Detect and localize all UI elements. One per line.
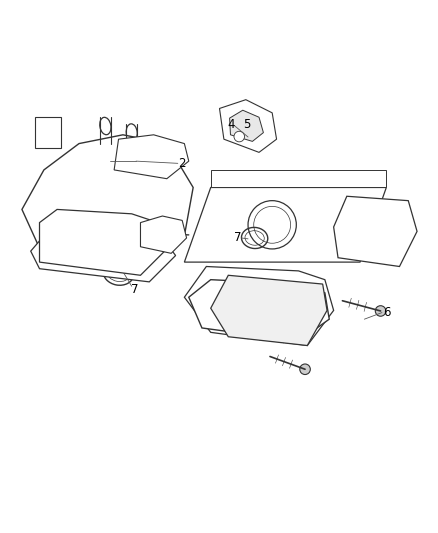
Text: 5: 5 bbox=[243, 118, 250, 131]
Text: 7: 7 bbox=[131, 283, 139, 296]
Polygon shape bbox=[140, 216, 186, 253]
Circle shape bbox=[342, 201, 354, 213]
Polygon shape bbox=[210, 170, 385, 188]
Text: 1: 1 bbox=[252, 297, 260, 310]
Circle shape bbox=[390, 206, 403, 218]
Text: 7: 7 bbox=[233, 231, 241, 244]
Polygon shape bbox=[114, 135, 188, 179]
Polygon shape bbox=[188, 280, 328, 341]
Polygon shape bbox=[333, 196, 416, 266]
Circle shape bbox=[342, 243, 354, 255]
Text: 3: 3 bbox=[384, 219, 391, 231]
Circle shape bbox=[215, 319, 228, 333]
Polygon shape bbox=[229, 110, 263, 141]
Circle shape bbox=[215, 271, 228, 284]
Circle shape bbox=[51, 257, 63, 269]
Circle shape bbox=[298, 278, 311, 292]
Circle shape bbox=[299, 364, 310, 375]
Circle shape bbox=[364, 223, 385, 245]
Polygon shape bbox=[184, 266, 333, 345]
Circle shape bbox=[298, 329, 311, 342]
Polygon shape bbox=[39, 209, 166, 275]
Polygon shape bbox=[35, 117, 61, 148]
Circle shape bbox=[233, 131, 244, 142]
Circle shape bbox=[390, 247, 403, 260]
Polygon shape bbox=[219, 100, 276, 152]
Circle shape bbox=[374, 306, 385, 316]
Circle shape bbox=[159, 154, 174, 169]
Polygon shape bbox=[22, 135, 193, 266]
Polygon shape bbox=[210, 275, 326, 345]
Circle shape bbox=[126, 268, 137, 279]
Polygon shape bbox=[31, 236, 175, 282]
Polygon shape bbox=[184, 188, 385, 262]
Text: 6: 6 bbox=[382, 306, 390, 319]
Text: 2: 2 bbox=[178, 157, 186, 170]
Text: 4: 4 bbox=[227, 118, 235, 131]
